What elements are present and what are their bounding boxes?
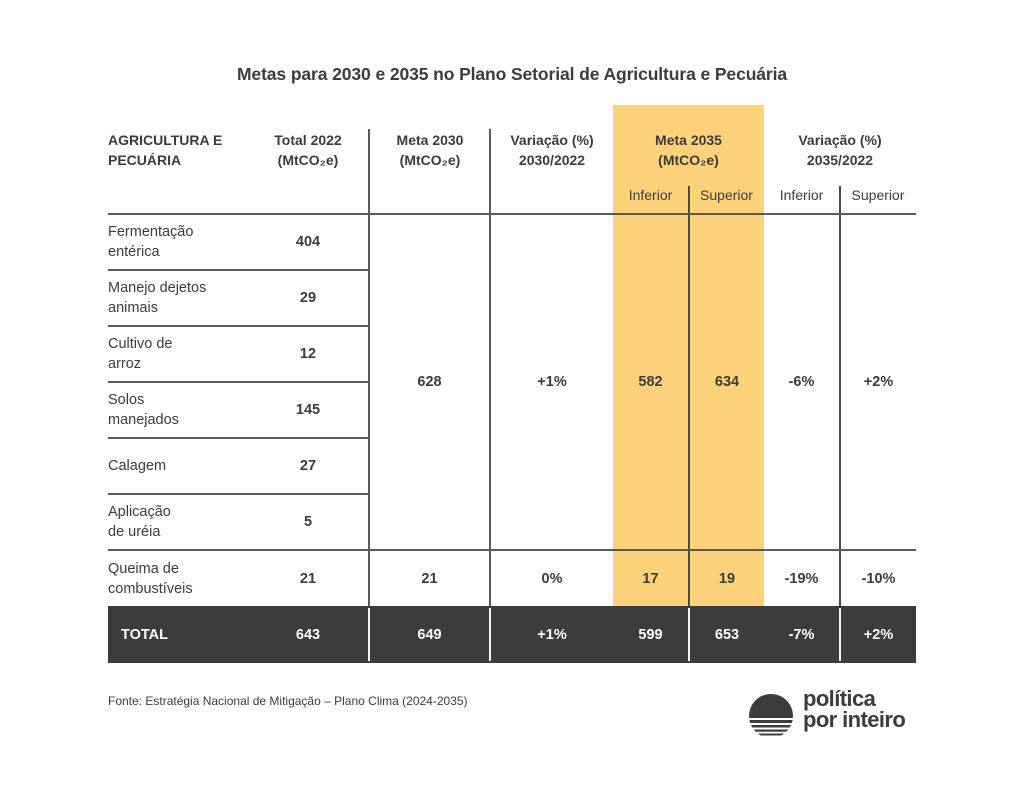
- queima-var-2035-inferior: -19%: [784, 570, 819, 587]
- row-solos-manejados-total-2022: 145: [295, 402, 321, 418]
- header-meta-2030-line1: Meta 2030: [396, 132, 464, 148]
- header-sector-line2: PECUÁRIA: [108, 152, 182, 168]
- sunset-circle-icon: [749, 694, 793, 736]
- row-divider-2: [108, 325, 369, 327]
- header-total-2022-line1: Total 2022: [274, 132, 342, 148]
- grid-vline-var2035-split: [839, 186, 841, 606]
- header-meta-2035: Meta 2035 (MtCO₂e): [613, 130, 764, 170]
- queima-var-2035-superior: -10%: [861, 570, 896, 587]
- chart-title: Metas para 2030 e 2035 no Plano Setorial…: [236, 64, 788, 84]
- brand-wordmark: política por inteiro: [803, 686, 906, 732]
- grid-vline-2: [489, 129, 491, 606]
- brand-line2: por inteiro: [803, 707, 906, 732]
- total-var-2030: +1%: [537, 626, 567, 643]
- header-meta-2035-line2: (MtCO₂e): [658, 152, 719, 168]
- queima-meta-2035-superior: 19: [718, 570, 736, 587]
- row-divider-6: [108, 549, 916, 551]
- row-label-fermentacao: Fermentação entérica: [108, 224, 194, 260]
- grid-vline-1: [368, 129, 370, 606]
- row-divider-4: [108, 437, 369, 439]
- header-var-2035: Variação (%) 2035/2022: [764, 130, 916, 170]
- total-label: TOTAL: [121, 626, 168, 643]
- header-sector-line1: AGRICULTURA E: [108, 132, 223, 148]
- total-meta-2030: 649: [417, 626, 442, 643]
- subheader-var-2035-superior: Superior: [851, 187, 905, 203]
- row-label-manejo-dejetos: Manejo dejetos animais: [108, 280, 207, 316]
- group-meta-2030: 628: [417, 374, 442, 390]
- total-separator-4: [839, 608, 841, 661]
- row-aplicacao-ureia-total-2022: 5: [303, 514, 313, 530]
- total-var-2035-superior: +2%: [863, 626, 894, 643]
- total-meta-2035-inferior: 599: [638, 626, 663, 643]
- queima-meta-2035-inferior: 17: [642, 570, 659, 587]
- total-separator-2: [489, 608, 491, 661]
- row-divider-5: [108, 493, 369, 495]
- row-divider-1: [108, 269, 369, 271]
- subheader-meta-2035-superior: Superior: [700, 187, 753, 203]
- header-meta-2030: Meta 2030 (MtCO₂e): [370, 130, 490, 170]
- group-meta-2035-inferior: 582: [638, 374, 663, 390]
- source-note: Fonte: Estratégia Nacional de Mitigação …: [108, 694, 468, 708]
- row-fermentacao-total-2022: 404: [295, 234, 321, 250]
- header-total-2022-line2: (MtCO₂e): [277, 152, 339, 168]
- grid-vline-meta2035-split: [688, 186, 690, 606]
- queima-var-2030: 0%: [541, 570, 563, 587]
- row-calagem-total-2022: 27: [299, 458, 317, 474]
- row-divider-3: [108, 381, 369, 383]
- header-var-2030-line2: 2030/2022: [518, 152, 586, 168]
- row-label-queima-combustiveis: Queima de combustíveis: [108, 560, 193, 597]
- group-meta-2035-superior: 634: [714, 374, 740, 390]
- total-total-2022: 643: [295, 626, 321, 643]
- row-label-calagem: Calagem: [108, 458, 167, 474]
- row-manejo-dejetos-total-2022: 29: [299, 290, 317, 306]
- group-var-2035-inferior: -6%: [788, 374, 815, 390]
- row-label-cultivo-arroz: Cultivo de arroz: [108, 336, 173, 372]
- row-label-solos-manejados: Solos manejados: [108, 392, 179, 428]
- header-sector: AGRICULTURA E PECUÁRIA: [108, 130, 258, 170]
- header-meta-2030-line2: (MtCO₂e): [399, 152, 461, 168]
- group-var-2035-superior: +2%: [863, 374, 894, 390]
- total-separator-1: [368, 608, 370, 661]
- queima-meta-2030: 21: [421, 570, 438, 587]
- subheader-var-2035-inferior: Inferior: [779, 187, 824, 203]
- header-var-2030: Variação (%) 2030/2022: [491, 130, 613, 170]
- group-var-2030: +1%: [537, 374, 567, 390]
- header-var-2035-line1: Variação (%): [798, 132, 882, 148]
- total-var-2035-inferior: -7%: [788, 626, 815, 643]
- header-meta-2035-line1: Meta 2035: [655, 132, 722, 148]
- header-total-2022: Total 2022 (MtCO₂e): [248, 130, 368, 170]
- total-separator-3: [688, 608, 690, 661]
- row-cultivo-arroz-total-2022: 12: [299, 346, 317, 362]
- row-queima-total-2022: 21: [299, 570, 317, 587]
- header-var-2035-line2: 2035/2022: [806, 152, 874, 168]
- header-var-2030-line1: Variação (%): [510, 132, 594, 148]
- brand-line1: política: [803, 686, 876, 711]
- total-meta-2035-superior: 653: [714, 626, 740, 643]
- total-row: [108, 606, 916, 663]
- row-label-aplicacao-ureia: Aplicação de uréia: [108, 504, 171, 540]
- subheader-meta-2035-inferior: Inferior: [628, 187, 673, 203]
- header-bottom-line: [108, 213, 916, 215]
